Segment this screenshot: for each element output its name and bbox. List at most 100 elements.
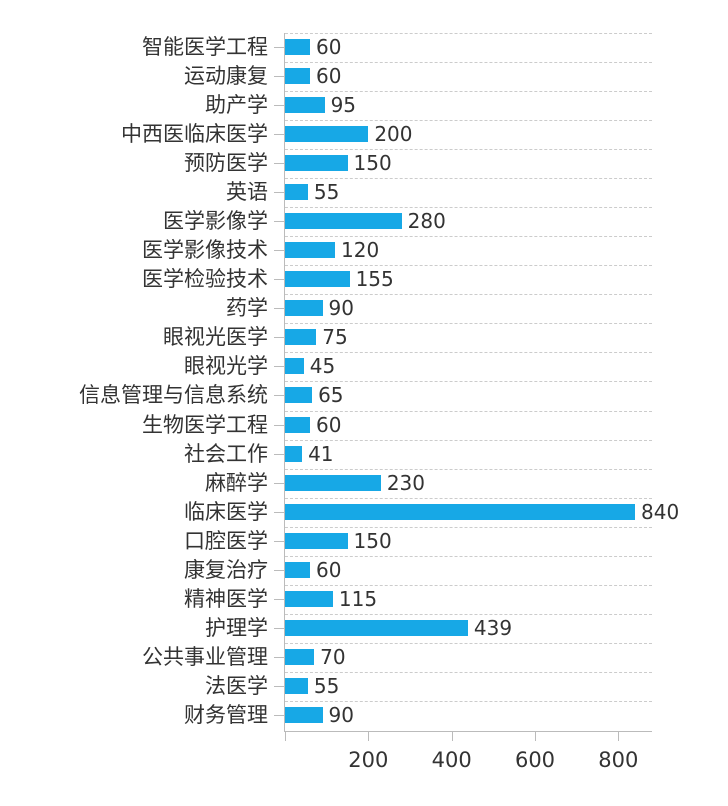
value-label: 60: [316, 64, 342, 89]
y-tick: [274, 598, 285, 600]
gridline: [285, 207, 652, 209]
value-label: 200: [374, 122, 413, 147]
bar-row: 精神医学 115: [0, 585, 728, 614]
value-label: 60: [316, 557, 342, 582]
value-label: 60: [316, 412, 342, 437]
category-label: 生物医学工程: [142, 412, 268, 437]
bar-row: 预防医学 150: [0, 149, 728, 178]
value-label: 55: [313, 673, 340, 698]
value-label: 280: [407, 209, 446, 234]
value-label: 45: [309, 354, 336, 379]
value-label: 150: [353, 528, 392, 553]
value-label: 55: [313, 180, 340, 205]
category-label: 社会工作: [184, 441, 268, 466]
category-label: 运动康复: [184, 64, 268, 89]
gridline: [285, 439, 652, 441]
gridline: [285, 236, 652, 238]
category-label: 预防医学: [184, 151, 268, 176]
bar-row: 财务管理 90: [0, 701, 728, 730]
bar-row: 康复治疗 60: [0, 556, 728, 585]
y-tick: [274, 47, 285, 48]
x-tick-label: 800: [598, 748, 639, 772]
bar-row: 眼视光医学 75: [0, 323, 728, 352]
bar-row: 药学 90: [0, 294, 728, 323]
value-label: 439: [473, 615, 513, 640]
bar-row: 医学检验技术 155: [0, 265, 728, 294]
bar: [285, 39, 310, 55]
bar-row: 法医学 55: [0, 672, 728, 701]
value-label: 115: [338, 586, 378, 611]
y-tick: [274, 569, 285, 571]
x-tick: [535, 731, 536, 741]
category-label: 英语: [226, 180, 268, 205]
gridline: [285, 91, 652, 93]
value-label: 90: [328, 296, 354, 321]
bar-row: 助产学 95: [0, 91, 728, 120]
y-tick: [274, 482, 285, 484]
y-tick: [274, 366, 285, 368]
value-label: 75: [322, 325, 348, 350]
category-label: 财务管理: [184, 702, 268, 727]
gridline: [285, 584, 652, 586]
y-tick: [274, 540, 285, 542]
x-tick-label: 400: [431, 748, 472, 772]
value-label: 90: [328, 702, 354, 727]
bar: [285, 213, 402, 230]
bar-row: 医学影像学 280: [0, 207, 728, 236]
y-tick: [274, 685, 285, 687]
y-tick: [274, 250, 285, 252]
gridline: [285, 642, 652, 644]
category-label: 眼视光医学: [163, 325, 268, 350]
x-tick: [368, 731, 370, 741]
category-label: 精神医学: [184, 586, 268, 611]
gridline: [285, 555, 652, 557]
value-label: 120: [341, 238, 380, 263]
bar: [285, 416, 310, 433]
category-label: 智能医学工程: [142, 35, 268, 59]
x-axis-line: [284, 731, 652, 732]
bar-row: 口腔医学 150: [0, 527, 728, 556]
bar: [285, 445, 303, 462]
bar: [285, 97, 325, 114]
y-tick: [274, 76, 285, 78]
category-label: 临床医学: [184, 499, 268, 524]
gridline: [285, 323, 652, 325]
bar: [285, 648, 315, 665]
y-tick: [274, 511, 285, 513]
bar: [285, 155, 348, 172]
bar-row: 医学影像技术 120: [0, 236, 728, 265]
gridline: [285, 265, 652, 267]
bar: [285, 590, 333, 607]
category-label: 麻醉学: [205, 470, 268, 495]
y-tick: [274, 424, 285, 426]
category-label: 康复治疗: [184, 557, 268, 582]
y-tick: [274, 656, 285, 658]
x-tick: [618, 731, 620, 741]
category-label: 助产学: [205, 93, 268, 118]
bar-row: 麻醉学 230: [0, 469, 728, 498]
bar-row: 信息管理与信息系统 65: [0, 381, 728, 410]
category-label: 医学检验技术: [142, 267, 268, 292]
value-label: 150: [353, 151, 392, 176]
y-tick: [274, 279, 285, 281]
bar: [285, 126, 369, 143]
gridline: [285, 352, 652, 354]
x-tick: [285, 731, 286, 741]
bar: [285, 619, 468, 636]
bar: [285, 532, 348, 549]
gridline: [285, 700, 652, 702]
bar: [285, 706, 323, 723]
x-tick: [451, 731, 453, 741]
gridline: [285, 497, 652, 499]
value-label: 41: [308, 441, 334, 466]
value-label: 60: [316, 35, 342, 59]
value-label: 230: [386, 470, 426, 495]
category-label: 药学: [226, 296, 268, 321]
bar-row: 眼视光学 45: [0, 352, 728, 381]
bar: [285, 358, 304, 375]
gridline: [285, 526, 652, 528]
bar: [285, 387, 313, 404]
value-label: 840: [641, 499, 680, 524]
y-tick: [274, 395, 285, 397]
